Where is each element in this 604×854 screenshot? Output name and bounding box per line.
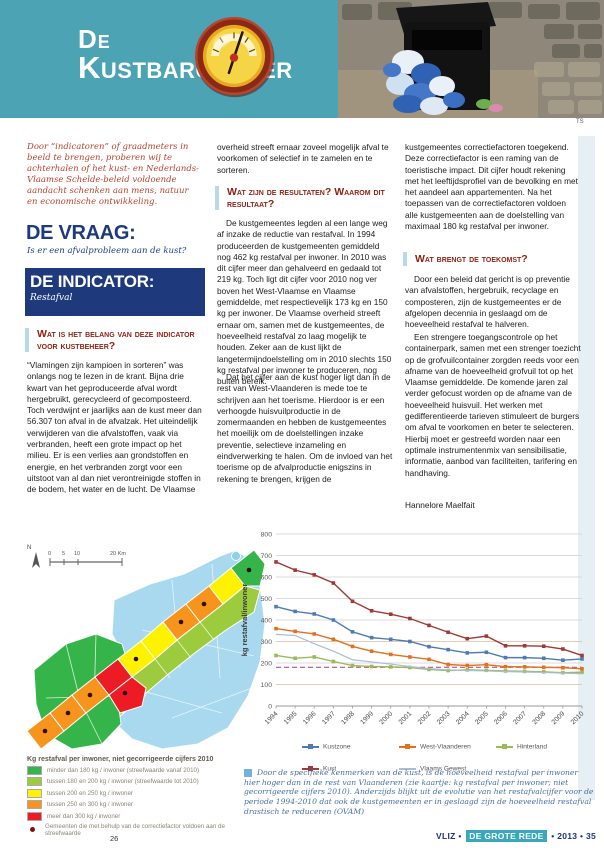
svg-text:kg restafval/inwoner: kg restafval/inwoner xyxy=(240,584,249,657)
svg-text:1999: 1999 xyxy=(359,710,375,726)
legend-swatch-orange xyxy=(27,800,42,810)
svg-text:2005: 2005 xyxy=(474,710,490,726)
map-legend-dot-item: Gemeenten die met behulp van de correcti… xyxy=(27,823,245,837)
legend-dot-icon xyxy=(30,827,35,833)
footer-highlight: DE GROTE REDE xyxy=(466,830,547,842)
page-number: 26 xyxy=(110,834,119,843)
svg-text:100: 100 xyxy=(261,682,273,689)
de-vraag-question: Is er een afvalprobleem aan de kust? xyxy=(27,246,187,256)
title-de: De xyxy=(78,24,111,54)
north-arrow-icon xyxy=(32,552,40,568)
chart-caption: Door de specifieke kenmerken van de kust… xyxy=(244,768,594,816)
chart-legend: Kustzone West-Vlaanderen Hinterland Kust Vla… xyxy=(302,738,594,782)
map-legend: Kg restafval per inwoner, niet gecorrige… xyxy=(27,756,245,839)
legend-swatch-yellow xyxy=(27,788,42,798)
map-legend-title: Kg restafval per inwoner, niet gecorrige… xyxy=(27,756,214,763)
svg-text:600: 600 xyxy=(261,574,273,581)
chart-legend-item: Vlaams Gewest xyxy=(399,760,496,778)
map-legend-item: meer dan 300 kg / inwoner xyxy=(27,811,245,821)
author-name: Hannelore Maelfait xyxy=(405,500,475,510)
column3-para1: kustgemeentes correctiefactoren toegeken… xyxy=(405,142,578,232)
photo-credit: TS xyxy=(576,119,584,125)
svg-text:800: 800 xyxy=(261,531,273,538)
legend-swatch-red xyxy=(27,811,42,821)
footer-separator: • xyxy=(551,831,555,841)
column3-para2: Door een beleid dat gericht is op preven… xyxy=(405,274,570,330)
svg-text:200: 200 xyxy=(261,660,273,667)
scale-tick-5: 5 xyxy=(62,551,65,557)
map-muni-red xyxy=(108,676,147,714)
svg-text:1995: 1995 xyxy=(283,710,299,726)
svg-text:2009: 2009 xyxy=(551,710,567,726)
svg-text:400: 400 xyxy=(261,617,273,624)
svg-text:500: 500 xyxy=(261,596,273,603)
map-legend-item: minder dan 180 kg / inwoner (streefwaard… xyxy=(27,766,245,775)
column3-para3: Een strengere toegangscontrole op het co… xyxy=(405,332,581,478)
coast-map: N 0 5 10 20 Km xyxy=(26,545,266,750)
footer-separator: • xyxy=(579,831,584,841)
svg-text:0: 0 xyxy=(268,703,272,710)
de-vraag-heading: DE VRAAG: xyxy=(26,222,136,244)
section-bar xyxy=(25,328,29,352)
legend-swatch-lightgreen xyxy=(27,777,42,787)
footer-issue: 35 xyxy=(585,831,596,841)
svg-text:2004: 2004 xyxy=(455,710,471,726)
map-legend-item: tussen 250 en 300 kg / inwoner xyxy=(27,800,245,810)
indicator-box: DE INDICATOR: Restafval xyxy=(25,268,205,316)
intro-text: Door “indicatoren” of graadmeters in bee… xyxy=(27,142,199,207)
chart-legend-item: Kustzone xyxy=(302,738,399,756)
column1-body: “Vlamingen zijn kampioen in sorteren” wa… xyxy=(27,360,202,495)
svg-text:700: 700 xyxy=(261,553,273,560)
map-legend-item: tussen 180 en 200 kg / inwoner (streefwa… xyxy=(27,777,245,787)
chart-legend-item: Kust xyxy=(302,760,399,778)
svg-text:2010: 2010 xyxy=(570,710,586,726)
svg-text:1996: 1996 xyxy=(302,710,318,726)
section-heading-toekomst: Wat brengt de toekomst? xyxy=(415,253,528,265)
chart-legend-item: West-Vlaanderen xyxy=(399,738,496,756)
svg-text:2000: 2000 xyxy=(379,710,395,726)
svg-text:2006: 2006 xyxy=(493,710,509,726)
indicator-value: Restafval xyxy=(30,293,73,303)
caption-square-icon xyxy=(244,769,252,777)
svg-text:2002: 2002 xyxy=(417,710,433,726)
indicator-heading: DE INDICATOR: xyxy=(30,272,155,291)
column2-intro: overheid streeft ernaar zoveel mogelijk … xyxy=(217,142,389,175)
right-margin-strip xyxy=(578,136,595,800)
footer-separator: • xyxy=(458,831,462,841)
footer-journal-line: VLIZ • DE GROTE REDE • 2013 • 35 xyxy=(436,830,596,842)
map-scale-bar: N 0 5 10 20 Km xyxy=(27,545,126,568)
svg-text:300: 300 xyxy=(261,639,273,646)
header-band: De Kustbarometer xyxy=(0,0,604,118)
svg-text:2001: 2001 xyxy=(398,710,414,726)
svg-text:1997: 1997 xyxy=(321,710,337,726)
legend-swatch-green xyxy=(27,766,42,775)
column2-para2: Dat het cijfer aan de kust hoger ligt da… xyxy=(217,372,393,484)
section-bar xyxy=(403,252,407,266)
scale-tick-0: 0 xyxy=(48,551,51,557)
column2-para1: De kustgemeentes legden al een lange weg… xyxy=(217,218,392,387)
footer-year: 2013 xyxy=(557,831,578,841)
north-label: N xyxy=(27,545,31,551)
map-legend-item: tussen 200 en 250 kg / inwoner xyxy=(27,788,245,798)
svg-text:2007: 2007 xyxy=(512,710,528,726)
chart-legend-item: Hinterland xyxy=(496,738,593,756)
section-heading-resultaten: Wat zijn de resultaten? Waarom dit resul… xyxy=(227,186,385,210)
footer-journal: VLIZ xyxy=(436,831,456,841)
section-heading-belang: Wat is het belang van deze indicator voo… xyxy=(37,328,195,352)
scale-tick-10: 10 xyxy=(74,551,80,557)
trash-bin-photo xyxy=(338,0,604,118)
svg-text:2008: 2008 xyxy=(532,710,548,726)
svg-text:1998: 1998 xyxy=(340,710,356,726)
svg-text:1994: 1994 xyxy=(264,710,280,726)
barometer-logo-icon xyxy=(194,16,275,98)
scale-tick-20: 20 Km xyxy=(110,551,126,557)
section-bar xyxy=(215,186,219,210)
map-lake-symbol xyxy=(231,551,241,561)
map-correction-dots xyxy=(42,567,252,734)
svg-text:2003: 2003 xyxy=(436,710,452,726)
